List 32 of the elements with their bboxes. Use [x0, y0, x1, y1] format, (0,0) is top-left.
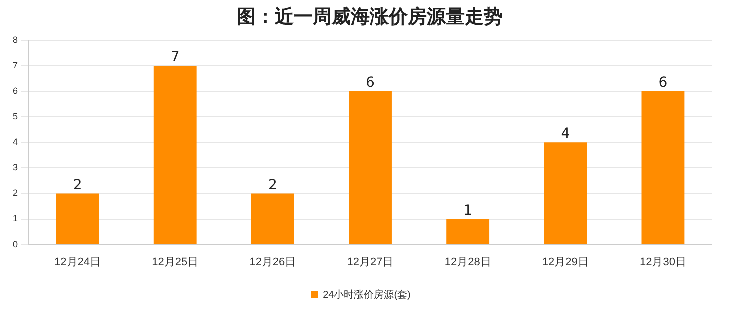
bar: [349, 92, 392, 244]
bar: [642, 92, 685, 244]
data-label: 7: [170, 50, 180, 66]
x-tick-label: 12月25日: [152, 256, 199, 268]
bar: [154, 66, 197, 244]
x-tick-label: 12月26日: [250, 256, 296, 268]
y-tick-label: 5: [12, 112, 18, 122]
y-tick-label: 6: [12, 86, 18, 96]
legend-label: 24小时涨价房源(套): [323, 288, 411, 301]
y-tick-label: 4: [12, 137, 18, 148]
x-tick-label: 12月24日: [54, 256, 102, 268]
y-tick-label: 0: [12, 239, 18, 250]
y-tick-label: 1: [12, 214, 18, 224]
y-tick-label: 3: [12, 162, 18, 173]
bar: [544, 142, 588, 244]
y-tick-label: 8: [12, 34, 18, 45]
bar: [251, 194, 294, 244]
data-label: 4: [561, 126, 570, 142]
x-tick-label: 12月27日: [347, 256, 394, 268]
chart-title: 图：近一周威海涨价房源量走势: [236, 5, 504, 30]
data-label: 2: [73, 177, 82, 194]
x-tick-label: 12月28日: [444, 256, 492, 268]
x-tick-label: 12月29日: [542, 256, 589, 268]
x-tick-label: 12月30日: [640, 256, 686, 268]
y-tick-label: 7: [12, 60, 18, 70]
y-tick-label: 2: [12, 188, 18, 198]
data-label: 1: [464, 202, 473, 219]
data-label: 2: [268, 177, 278, 194]
bar: [446, 219, 490, 244]
data-label: 6: [366, 75, 376, 92]
bar: [56, 194, 100, 244]
data-label: 6: [658, 75, 668, 92]
